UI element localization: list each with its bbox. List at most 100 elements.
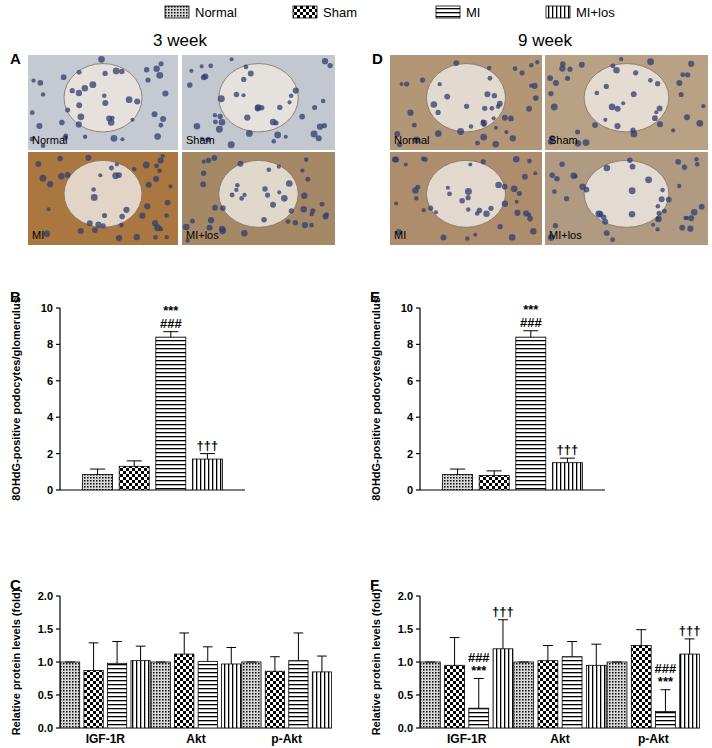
error-cap — [487, 470, 502, 471]
nucleus — [219, 119, 226, 126]
y-tick-label: 0.5 — [398, 689, 413, 701]
nucleus — [633, 70, 638, 75]
nucleus — [89, 81, 96, 88]
nucleus — [504, 130, 508, 134]
micrograph-bg — [28, 55, 178, 150]
nucleus — [153, 235, 158, 240]
micrograph-label: MI+los — [186, 229, 219, 241]
nucleus — [78, 228, 84, 234]
bar — [198, 661, 217, 728]
error-cap — [247, 662, 257, 663]
y-tick — [416, 661, 420, 662]
nucleus — [274, 132, 281, 139]
nucleus — [216, 126, 223, 133]
glomerulus — [64, 160, 142, 227]
bar — [175, 654, 194, 728]
error-cap — [200, 453, 215, 454]
error-stem — [207, 454, 208, 459]
error-bar — [591, 644, 601, 665]
nucleus — [604, 165, 611, 172]
nucleus — [679, 225, 685, 231]
y-tick-label: 1.0 — [38, 656, 53, 668]
nucleus — [213, 113, 217, 117]
nucleus — [564, 196, 569, 201]
nucleus — [619, 57, 623, 61]
error-cap — [270, 656, 280, 657]
nucleus — [293, 87, 299, 93]
significance-label: *** — [658, 674, 674, 689]
error-stem — [457, 469, 458, 474]
axis-label: 8OHdG-positive podocytes/glomerulus — [10, 297, 22, 501]
nucleus — [466, 207, 470, 211]
nucleus — [685, 72, 690, 77]
nucleus — [502, 201, 508, 207]
nucleus — [404, 81, 409, 86]
nucleus — [683, 216, 688, 221]
y-tick — [416, 628, 420, 629]
nucleus — [47, 207, 51, 211]
error-bar — [567, 642, 577, 657]
bar — [289, 661, 308, 728]
nucleus — [657, 211, 662, 216]
nucleus — [648, 78, 653, 83]
error-stem — [641, 630, 642, 646]
nucleus — [604, 230, 610, 236]
nucleus — [85, 155, 91, 161]
error-bar — [487, 471, 502, 476]
error-stem — [494, 471, 495, 476]
micrograph-label: Sham — [186, 134, 215, 146]
nucleus — [615, 106, 621, 112]
nucleus — [270, 202, 276, 208]
error-cap — [65, 662, 75, 663]
error-cap — [660, 689, 670, 690]
nucleus — [82, 85, 89, 92]
nucleus — [694, 157, 698, 161]
nucleus — [156, 72, 163, 79]
y-tick-label: 4 — [47, 411, 54, 423]
bar — [265, 671, 284, 728]
micrograph: MI — [390, 152, 542, 245]
error-cap — [90, 469, 105, 470]
nucleus — [554, 176, 560, 182]
y-tick-label: 1.5 — [38, 623, 53, 635]
x-tick-label: Akt — [550, 732, 569, 746]
nucleus — [553, 223, 558, 228]
nucleus — [159, 61, 164, 66]
x-tick-label: IGF-1R — [86, 732, 126, 746]
bar — [631, 646, 651, 729]
y-tick-label: 10 — [41, 302, 53, 314]
nucleus — [218, 95, 225, 102]
nucleus — [464, 104, 469, 109]
y-tick-label: 0.0 — [398, 722, 413, 734]
y-axis — [59, 308, 60, 490]
bar — [156, 337, 186, 490]
nucleus — [277, 165, 281, 169]
nucleus — [492, 116, 496, 120]
nucleus — [116, 235, 122, 241]
nucleus — [270, 119, 277, 126]
error-cap — [127, 460, 142, 461]
error-bar — [523, 331, 538, 337]
nucleus — [168, 184, 172, 188]
micrograph: Normal — [28, 55, 178, 150]
nucleus — [36, 123, 42, 129]
nucleus — [202, 160, 206, 164]
nucleus — [552, 189, 557, 194]
nucleus — [262, 186, 267, 191]
nucleus — [613, 67, 619, 73]
panel-label: D — [372, 50, 383, 67]
nucleus — [242, 193, 246, 197]
nucleus — [30, 110, 35, 115]
x-tick-label: Akt — [186, 732, 205, 746]
error-cap — [543, 645, 553, 646]
annotations: ###***††† — [160, 303, 218, 453]
nucleus — [656, 204, 661, 209]
significance-label: ††† — [197, 438, 219, 453]
nucleus — [244, 114, 250, 120]
nucleus — [495, 182, 502, 189]
nucleus — [211, 155, 217, 161]
nucleus — [435, 110, 440, 115]
nucleus — [412, 187, 418, 193]
bar — [443, 475, 473, 490]
y-tick-label: 6 — [47, 375, 53, 387]
